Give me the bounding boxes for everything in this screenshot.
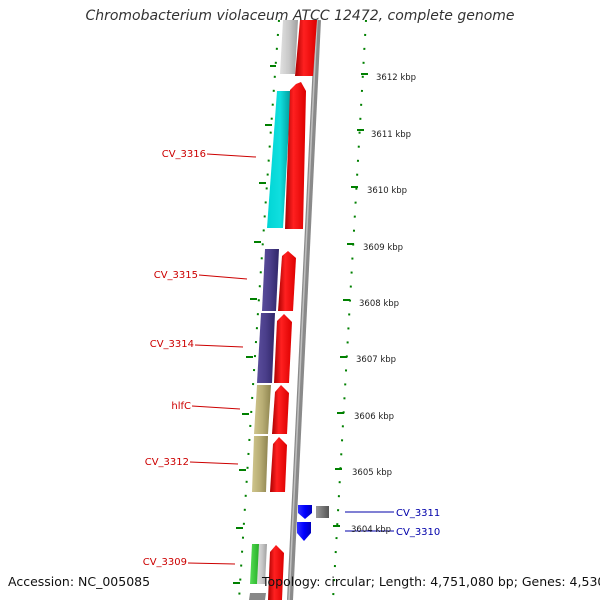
gene-block-olive-2: [252, 436, 268, 492]
gene-block-gray-top: [280, 20, 298, 74]
reverse-cds-arrow: [298, 505, 312, 519]
gene-block-cyan: [267, 91, 291, 228]
gene-block-purple-2: [257, 313, 275, 383]
gene-label-cv3311[interactable]: CV_3311: [396, 508, 440, 519]
gene-block-gray-bottom: [257, 544, 267, 584]
scale-labels: 3612 kbp 3611 kbp 3610 kbp 3609 kbp 3608…: [351, 73, 416, 535]
gene-label-cv3310[interactable]: CV_3310: [396, 527, 440, 538]
cds-arrow: [270, 437, 287, 492]
gene-block-dark-small: [316, 506, 329, 518]
cds-arrow: [295, 20, 317, 76]
left-major-ticks: [233, 65, 276, 584]
accession-text: Accession: NC_005085: [8, 574, 151, 589]
gene-label-cv3312[interactable]: CV_3312: [145, 457, 189, 468]
genome-info-text: Topology: circular; Length: 4,751,080 bp…: [262, 574, 600, 589]
gene-label-cv3315[interactable]: CV_3315: [154, 270, 198, 281]
scale-tick-label: 3608 kbp: [359, 299, 399, 309]
scale-tick-label: 3610 kbp: [367, 186, 407, 196]
scale-tick-label: 3607 kbp: [356, 355, 396, 365]
feature-track-left: [249, 20, 298, 600]
outer-tick-ring-right: [332, 19, 367, 600]
scale-tick-label: 3612 kbp: [376, 73, 416, 83]
cds-arrow: [272, 385, 289, 434]
right-label-connectors: [345, 511, 394, 532]
gene-block-purple-1: [262, 249, 279, 311]
genome-backbone-highlight: [288, 19, 318, 600]
map-title: Chromobacterium violaceum ATCC 12472, co…: [85, 8, 515, 24]
cds-arrow: [268, 545, 284, 600]
gene-label-hlfc[interactable]: hlfC: [171, 401, 191, 412]
cds-arrow: [278, 251, 296, 311]
left-label-connectors: [187, 153, 257, 565]
gene-label-cv3314[interactable]: CV_3314: [150, 339, 194, 350]
gene-labels-right: CV_3311 CV_3310: [396, 508, 440, 538]
scale-tick-label: 3609 kbp: [363, 243, 403, 253]
gene-label-cv3309[interactable]: CV_3309: [143, 557, 187, 568]
scale-tick-label: 3604 kbp: [351, 525, 391, 535]
reverse-cds-arrow: [297, 522, 311, 541]
gene-labels-left: CV_3316 CV_3315 CV_3314 hlfC CV_3312 CV_…: [143, 149, 206, 568]
cds-arrow: [274, 314, 292, 383]
gene-label-cv3316[interactable]: CV_3316: [162, 149, 206, 160]
scale-tick-label: 3611 kbp: [371, 130, 411, 140]
right-major-ticks: [333, 73, 368, 527]
scale-tick-label: 3606 kbp: [354, 412, 394, 422]
gene-block-dark-bottom: [249, 593, 266, 600]
genome-backbone: [287, 19, 321, 600]
scale-tick-label: 3605 kbp: [352, 468, 392, 478]
cds-arrow: [285, 82, 306, 229]
gene-block-olive-1: [254, 385, 271, 434]
reverse-cds-track: [297, 505, 329, 541]
forward-cds-track: [268, 20, 317, 600]
